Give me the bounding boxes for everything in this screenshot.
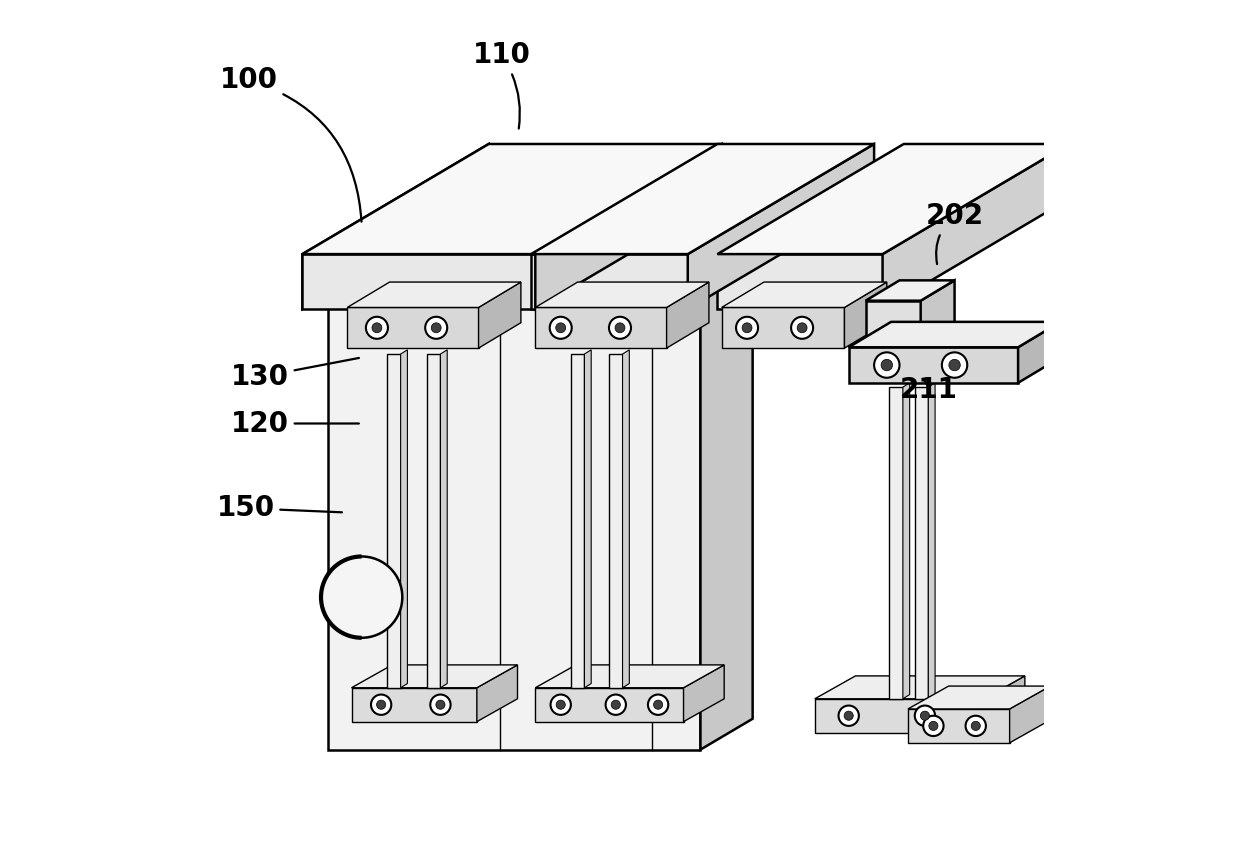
Circle shape xyxy=(844,711,853,720)
Circle shape xyxy=(605,695,626,715)
Circle shape xyxy=(791,317,813,339)
Polygon shape xyxy=(584,350,591,688)
Polygon shape xyxy=(570,354,584,688)
Polygon shape xyxy=(908,709,1009,743)
Polygon shape xyxy=(351,665,517,688)
Polygon shape xyxy=(718,254,883,309)
Polygon shape xyxy=(985,676,1025,733)
Polygon shape xyxy=(889,387,903,699)
Circle shape xyxy=(915,706,935,726)
Circle shape xyxy=(874,352,899,378)
Polygon shape xyxy=(874,345,913,347)
Polygon shape xyxy=(387,354,401,688)
Polygon shape xyxy=(848,347,1018,383)
Circle shape xyxy=(653,700,662,709)
Polygon shape xyxy=(815,699,985,733)
Polygon shape xyxy=(347,282,521,307)
Text: 120: 120 xyxy=(231,409,358,438)
Circle shape xyxy=(920,711,930,720)
Circle shape xyxy=(737,317,758,339)
Polygon shape xyxy=(667,282,709,348)
Polygon shape xyxy=(531,144,874,254)
Polygon shape xyxy=(688,144,874,309)
Circle shape xyxy=(649,695,668,715)
Circle shape xyxy=(966,716,986,736)
Circle shape xyxy=(556,323,565,333)
Circle shape xyxy=(432,323,441,333)
Circle shape xyxy=(929,722,937,730)
Polygon shape xyxy=(848,322,1060,347)
Circle shape xyxy=(549,317,572,339)
Circle shape xyxy=(882,359,893,371)
Circle shape xyxy=(556,700,565,709)
Circle shape xyxy=(949,359,960,371)
Circle shape xyxy=(436,700,445,709)
Polygon shape xyxy=(427,354,440,688)
Text: 130: 130 xyxy=(231,358,358,391)
Polygon shape xyxy=(915,387,929,699)
Polygon shape xyxy=(718,144,1069,254)
Polygon shape xyxy=(327,249,753,280)
Circle shape xyxy=(425,317,448,339)
Polygon shape xyxy=(815,676,1025,699)
Polygon shape xyxy=(701,249,753,750)
Polygon shape xyxy=(908,686,1050,709)
Polygon shape xyxy=(327,280,701,750)
Polygon shape xyxy=(866,280,955,301)
Circle shape xyxy=(366,317,388,339)
Polygon shape xyxy=(479,282,521,348)
Polygon shape xyxy=(536,688,683,722)
Circle shape xyxy=(321,556,402,638)
Polygon shape xyxy=(929,383,935,699)
Polygon shape xyxy=(303,254,536,309)
Circle shape xyxy=(551,695,570,715)
Polygon shape xyxy=(440,350,448,688)
Circle shape xyxy=(742,323,751,333)
Text: 211: 211 xyxy=(900,375,959,404)
Polygon shape xyxy=(903,383,910,699)
Polygon shape xyxy=(351,688,477,722)
Polygon shape xyxy=(536,665,724,688)
Circle shape xyxy=(371,695,392,715)
Text: 202: 202 xyxy=(925,202,983,264)
Polygon shape xyxy=(866,301,920,345)
Polygon shape xyxy=(622,350,630,688)
Polygon shape xyxy=(347,307,479,348)
Polygon shape xyxy=(536,282,709,307)
Polygon shape xyxy=(683,665,724,722)
Circle shape xyxy=(924,716,944,736)
Polygon shape xyxy=(303,144,489,309)
Polygon shape xyxy=(401,350,408,688)
Polygon shape xyxy=(477,665,517,722)
Circle shape xyxy=(838,706,859,726)
Text: 100: 100 xyxy=(219,66,362,222)
Circle shape xyxy=(971,722,981,730)
Circle shape xyxy=(797,323,807,333)
Circle shape xyxy=(611,700,620,709)
Circle shape xyxy=(609,317,631,339)
Polygon shape xyxy=(1018,322,1060,383)
Polygon shape xyxy=(536,307,667,348)
Polygon shape xyxy=(536,144,722,309)
Polygon shape xyxy=(531,254,688,309)
Circle shape xyxy=(430,695,450,715)
Circle shape xyxy=(615,323,625,333)
Polygon shape xyxy=(303,144,722,254)
Circle shape xyxy=(942,352,967,378)
Polygon shape xyxy=(883,144,1069,309)
Polygon shape xyxy=(844,282,887,348)
Polygon shape xyxy=(920,280,955,345)
Polygon shape xyxy=(722,282,887,307)
Polygon shape xyxy=(1009,686,1050,743)
Circle shape xyxy=(372,323,382,333)
Circle shape xyxy=(377,700,386,709)
Text: 150: 150 xyxy=(217,494,342,523)
Polygon shape xyxy=(609,354,622,688)
Text: 110: 110 xyxy=(472,41,531,129)
Polygon shape xyxy=(722,307,844,348)
